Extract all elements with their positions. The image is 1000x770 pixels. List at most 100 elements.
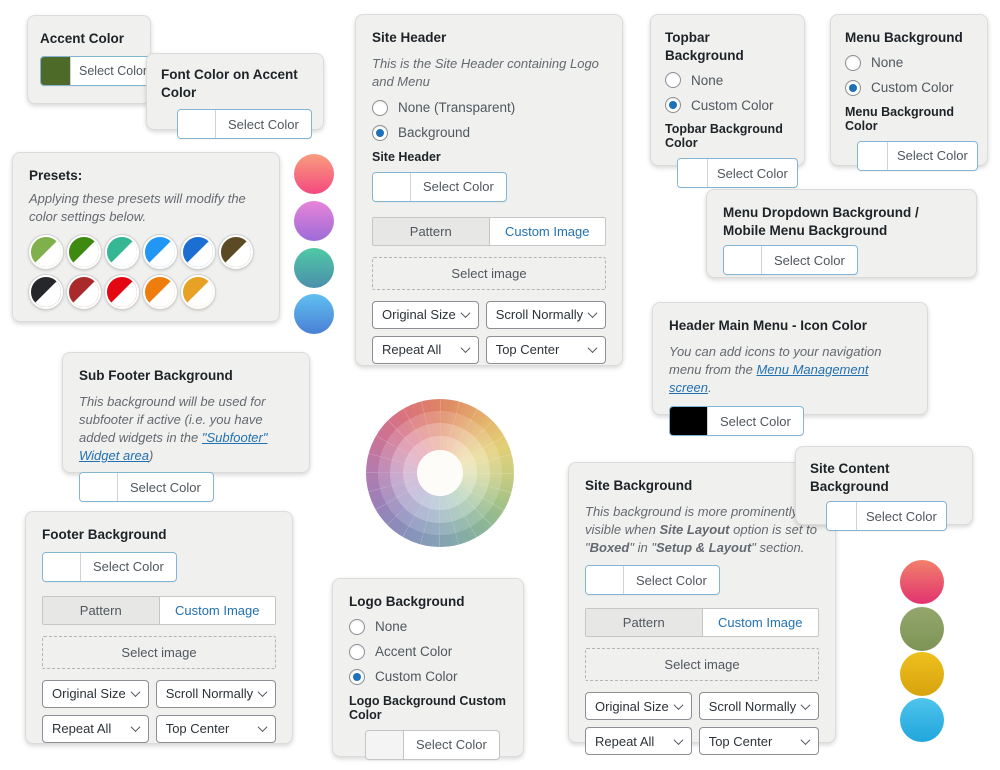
chevron-down-icon <box>673 699 684 710</box>
dropdown-value: Scroll Normally <box>495 307 584 323</box>
select-image-button[interactable]: Select image <box>42 635 276 669</box>
panel-title: Header Main Menu - Icon Color <box>669 318 868 333</box>
preset-swatch[interactable] <box>219 234 253 269</box>
dropdown-value: Repeat All <box>382 342 442 358</box>
topbar-background-panel: Topbar Background None Custom Color Topb… <box>650 14 805 189</box>
radio-accent-color[interactable]: Accent Color <box>349 643 507 660</box>
panel-title: Sub Footer Background <box>79 368 233 383</box>
tab-custom-image[interactable]: Custom Image <box>158 596 275 624</box>
preset-swatch[interactable] <box>29 274 63 309</box>
preset-swatch[interactable] <box>105 234 139 269</box>
image-size-dropdown[interactable]: Original Size <box>372 300 479 329</box>
radio-custom-color[interactable]: Custom Color <box>665 97 790 114</box>
site-header-select-color-control[interactable]: Select Color <box>372 171 507 202</box>
radio-label: None (Transparent) <box>398 100 516 116</box>
menu-dropdown-select-color-control[interactable]: Select Color <box>723 245 858 276</box>
panel-description: This background will be used for subfoot… <box>79 393 293 466</box>
radio-label: None <box>375 619 408 635</box>
dropdown-value: Repeat All <box>52 721 112 737</box>
sub-footer-select-color-control[interactable]: Select Color <box>79 472 214 503</box>
footer-select-color-control[interactable]: Select Color <box>42 551 177 582</box>
topbar-select-color-control[interactable]: Select Color <box>677 158 798 189</box>
image-repeat-dropdown[interactable]: Repeat All <box>42 714 149 743</box>
tab-custom-image[interactable]: Custom Image <box>701 609 818 637</box>
tab-pattern[interactable]: Pattern <box>586 609 702 637</box>
image-scroll-dropdown[interactable]: Scroll Normally <box>698 692 820 721</box>
description-text: ) <box>148 448 154 464</box>
font-accent-select-color-control[interactable]: Select Color <box>177 109 312 140</box>
image-repeat-dropdown[interactable]: Repeat All <box>585 727 692 756</box>
panel-title: Site Content Background <box>810 461 890 494</box>
panel-description: Applying these presets will modify the c… <box>29 190 246 224</box>
preset-swatch[interactable] <box>143 274 177 309</box>
panel-description: You can add icons to your navigation men… <box>669 343 911 398</box>
panel-description: This is the Site Header containing Logo … <box>372 55 599 89</box>
image-options-grid: Original Size Scroll Normally Repeat All… <box>585 692 820 756</box>
menu-dropdown-background-panel: Menu Dropdown Background / Mobile Menu B… <box>706 189 977 278</box>
panel-title: Presets: <box>29 168 83 183</box>
radio-none[interactable]: None <box>845 54 973 71</box>
decor-dot-sky <box>900 698 944 742</box>
accent-select-color-control[interactable]: Select Color <box>40 55 157 86</box>
dropdown-value: Scroll Normally <box>708 698 797 714</box>
subfooter-widget-area-link[interactable]: "Subfooter" Widget area <box>79 429 268 464</box>
radio-none[interactable]: None <box>665 72 790 89</box>
panel-title: Accent Color <box>40 31 125 46</box>
site-content-select-color-control[interactable]: Select Color <box>826 501 947 532</box>
dropdown-value: Top Center <box>165 721 230 737</box>
radio-custom-color[interactable]: Custom Color <box>349 668 507 685</box>
preset-swatch[interactable] <box>105 274 139 309</box>
select-color-label: Select Color <box>866 508 937 524</box>
panel-title: Site Background <box>585 478 693 493</box>
panel-title: Font Color on Accent Color <box>161 67 298 100</box>
preset-swatch[interactable] <box>67 274 101 309</box>
site-background-panel: Site Background This background is more … <box>568 462 836 756</box>
select-image-button[interactable]: Select image <box>372 256 606 290</box>
image-repeat-dropdown[interactable]: Repeat All <box>372 335 479 364</box>
tab-pattern[interactable]: Pattern <box>373 217 489 245</box>
image-size-dropdown[interactable]: Original Size <box>42 679 149 708</box>
tab-pattern[interactable]: Pattern <box>43 596 159 624</box>
icon-color-panel: Header Main Menu - Icon Color You can ad… <box>652 302 928 437</box>
preset-swatch[interactable] <box>67 234 101 269</box>
decor-dot-pink <box>294 154 334 194</box>
chevron-down-icon <box>130 687 141 698</box>
menu-management-link[interactable]: Menu Management screen <box>669 361 869 395</box>
preset-swatch[interactable] <box>181 234 215 269</box>
logo-select-color-control[interactable]: Select Color <box>365 729 500 760</box>
radio-none[interactable]: None <box>349 618 507 635</box>
icon-color-select-color-control[interactable]: Select Color <box>669 406 804 437</box>
image-position-dropdown[interactable]: Top Center <box>485 335 607 364</box>
tab-custom-image[interactable]: Custom Image <box>488 217 605 245</box>
preset-swatch[interactable] <box>29 234 63 269</box>
radio-icon <box>665 72 681 89</box>
image-scroll-dropdown[interactable]: Scroll Normally <box>485 300 607 329</box>
select-image-button[interactable]: Select image <box>585 648 819 682</box>
preset-swatch[interactable] <box>181 274 215 309</box>
preset-swatch[interactable] <box>143 234 177 269</box>
radio-background[interactable]: Background <box>372 124 606 141</box>
description-text: You can add icons to your navigation men… <box>669 343 882 377</box>
color-swatch <box>724 246 762 275</box>
image-position-dropdown[interactable]: Top Center <box>155 714 277 743</box>
color-swatch <box>858 141 888 170</box>
menu-select-color-control[interactable]: Select Color <box>857 140 978 171</box>
description-text: " section. <box>751 539 805 555</box>
color-field-label: Logo Background Custom Color <box>349 693 506 722</box>
decor-dot-coral <box>900 560 944 604</box>
panel-description: This background is more prominently visi… <box>585 503 819 558</box>
image-position-dropdown[interactable]: Top Center <box>698 727 820 756</box>
site-bg-select-color-control[interactable]: Select Color <box>585 565 720 596</box>
select-color-label: Select Color <box>720 413 791 429</box>
image-scroll-dropdown[interactable]: Scroll Normally <box>155 679 277 708</box>
panel-title: Logo Background <box>349 594 465 609</box>
chevron-down-icon <box>587 343 598 354</box>
radio-custom-color[interactable]: Custom Color <box>845 79 973 96</box>
radio-none-transparent[interactable]: None (Transparent) <box>372 99 606 116</box>
select-color-label: Select Color <box>130 479 201 495</box>
site-content-background-panel: Site Content Background Select Color <box>795 446 973 532</box>
image-size-dropdown[interactable]: Original Size <box>585 692 692 721</box>
color-wheel-rings <box>366 399 514 547</box>
preset-row-1 <box>29 234 263 269</box>
radio-label: Accent Color <box>375 644 453 660</box>
